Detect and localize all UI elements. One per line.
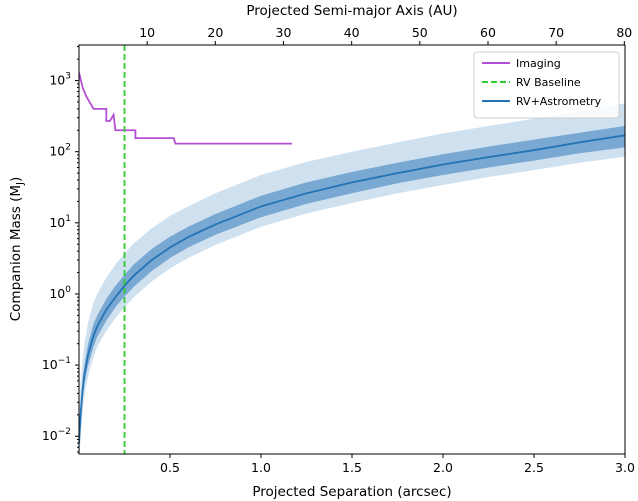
top-x-tick-label: 80 [616,25,632,40]
x-tick-label: 2.0 [433,460,453,475]
x-tick-label: 1.0 [251,460,271,475]
y-tick-label: 103 [49,72,71,88]
y-tick-label: 10−1 [42,356,71,372]
plot-area [79,45,625,454]
y-tick-label: 101 [49,214,71,230]
imaging-line [79,72,292,145]
y-tick-label: 102 [49,143,71,159]
y-axis-title-subscript: J [15,182,26,186]
top-x-axis-title: Projected Semi-major Axis (AU) [246,3,457,19]
y-axis-title-main: Companion Mass (M [8,185,24,321]
legend-label-rv-baseline: RV Baseline [516,76,581,89]
x-axis: 0.5 1.0 1.5 2.0 2.5 3.0 [160,454,635,475]
legend-label-rv-astrometry: RV+Astrometry [516,95,602,108]
top-x-tick-label: 20 [207,25,223,40]
x-tick-label: 1.5 [342,460,362,475]
x-tick-label: 2.5 [524,460,544,475]
top-x-tick-label: 50 [412,25,428,40]
x-axis-title: Projected Separation (arcsec) [252,484,451,500]
x-tick-label: 0.5 [160,460,180,475]
y-tick-label: 10−2 [42,427,71,443]
top-x-tick-label: 40 [344,25,360,40]
legend: Imaging RV Baseline RV+Astrometry [473,51,620,119]
legend-box [473,51,620,119]
top-x-tick-label: 30 [276,25,292,40]
rv-astrometry-inner-band [79,125,625,452]
y-tick-label: 100 [49,285,71,301]
top-x-tick-label: 60 [480,25,496,40]
legend-label-imaging: Imaging [516,57,561,70]
top-x-tick-label: 70 [548,25,564,40]
rv-astrometry-line [79,134,625,444]
y-axis-title-end: ) [8,177,24,182]
top-x-tick-label: 10 [139,25,155,40]
x-tick-label: 3.0 [615,460,635,475]
top-x-axis: 10 20 30 40 50 60 70 80 [139,25,632,45]
y-axis: 10−2 10−1 100 101 102 103 [42,46,79,453]
y-axis-title: Companion Mass (MJ) [8,177,26,322]
